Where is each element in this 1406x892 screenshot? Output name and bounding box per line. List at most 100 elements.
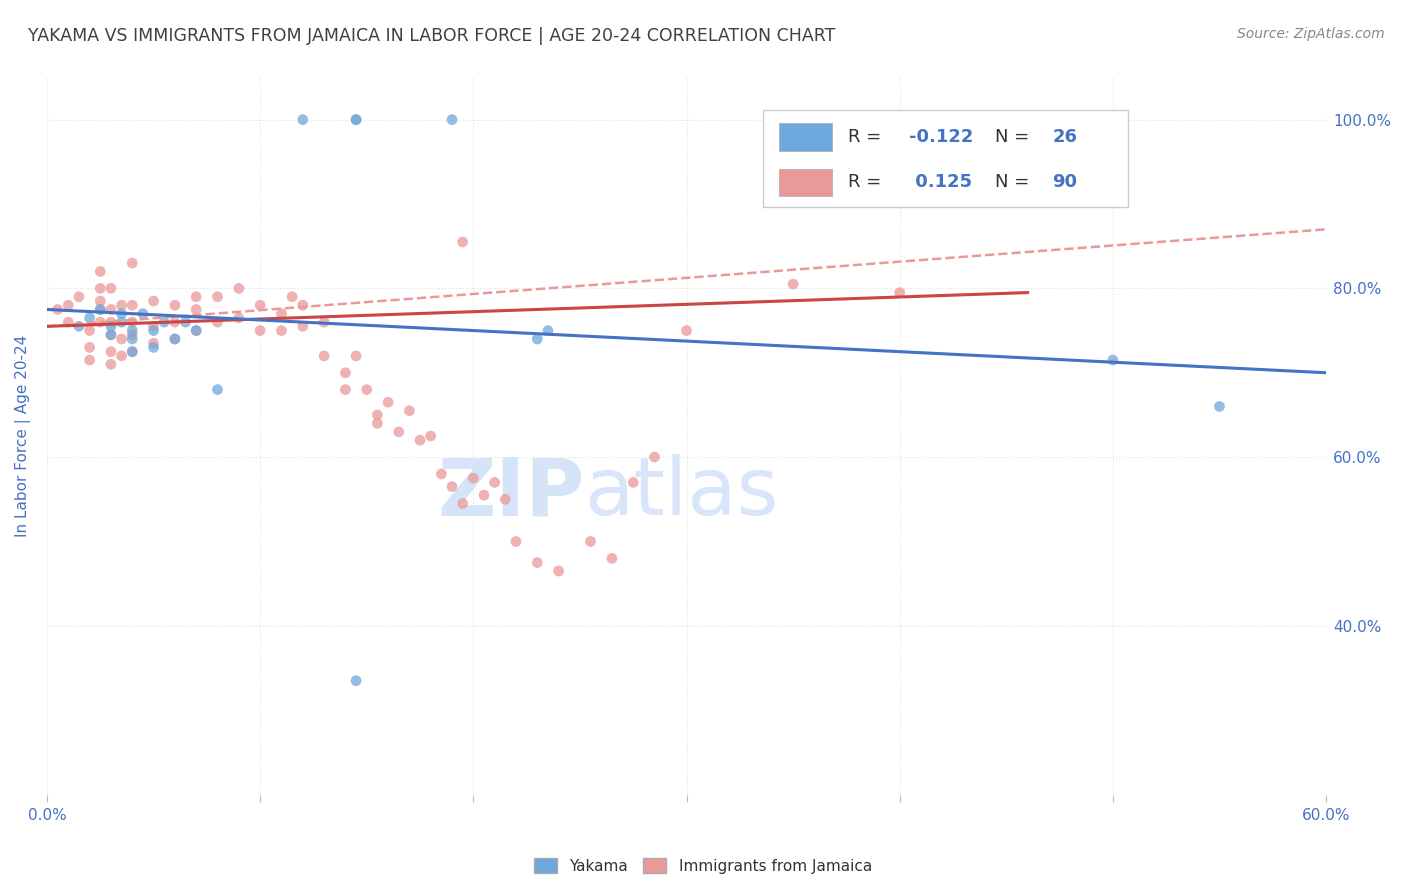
Point: [335, 383, 357, 397]
Text: N =: N =: [995, 128, 1035, 146]
Text: 26: 26: [1052, 128, 1077, 146]
Point: [58, 298, 80, 312]
Point: [249, 298, 271, 312]
Point: [46, 302, 69, 317]
Point: [79, 310, 101, 325]
Point: [186, 324, 208, 338]
Point: [314, 349, 336, 363]
Point: [121, 332, 143, 346]
Point: [440, 112, 463, 127]
Point: [186, 302, 208, 317]
Point: [110, 332, 132, 346]
Point: [526, 556, 548, 570]
Point: [526, 332, 548, 346]
Text: N =: N =: [995, 173, 1035, 191]
Point: [782, 277, 804, 292]
Point: [314, 315, 336, 329]
Point: [600, 551, 623, 566]
Point: [388, 425, 411, 439]
Point: [163, 332, 186, 346]
Point: [270, 307, 292, 321]
Point: [100, 302, 122, 317]
Point: [110, 315, 132, 329]
Point: [163, 315, 186, 329]
Text: -0.122: -0.122: [910, 128, 973, 146]
Point: [484, 475, 506, 490]
Point: [228, 310, 250, 325]
Point: [366, 408, 388, 422]
Point: [621, 475, 644, 490]
Point: [291, 298, 314, 312]
Point: [249, 324, 271, 338]
Point: [207, 315, 229, 329]
Point: [644, 450, 666, 464]
Point: [132, 307, 155, 321]
Point: [110, 349, 132, 363]
Point: [121, 327, 143, 342]
Point: [344, 349, 367, 363]
Point: [186, 324, 208, 338]
Point: [505, 534, 527, 549]
Point: [153, 315, 176, 329]
Point: [270, 324, 292, 338]
Y-axis label: In Labor Force | Age 20-24: In Labor Force | Age 20-24: [15, 334, 31, 537]
Text: 90: 90: [1052, 173, 1077, 191]
Point: [494, 492, 516, 507]
Point: [142, 340, 165, 354]
Text: 0.125: 0.125: [910, 173, 972, 191]
Point: [100, 319, 122, 334]
Point: [142, 324, 165, 338]
Point: [398, 403, 420, 417]
Point: [228, 281, 250, 295]
Point: [110, 298, 132, 312]
Point: [174, 315, 197, 329]
Point: [79, 340, 101, 354]
Point: [1102, 353, 1125, 368]
Point: [100, 315, 122, 329]
Point: [186, 290, 208, 304]
Point: [89, 264, 111, 278]
Point: [889, 285, 911, 300]
Point: [79, 324, 101, 338]
Point: [110, 307, 132, 321]
Point: [89, 281, 111, 295]
Point: [121, 344, 143, 359]
Point: [440, 480, 463, 494]
Point: [58, 315, 80, 329]
Point: [537, 324, 560, 338]
Text: YAKAMA VS IMMIGRANTS FROM JAMAICA IN LABOR FORCE | AGE 20-24 CORRELATION CHART: YAKAMA VS IMMIGRANTS FROM JAMAICA IN LAB…: [28, 27, 835, 45]
Point: [79, 353, 101, 368]
Point: [451, 235, 474, 249]
Point: [89, 315, 111, 329]
Legend: Yakama, Immigrants from Jamaica: Yakama, Immigrants from Jamaica: [529, 852, 877, 880]
Point: [366, 417, 388, 431]
Point: [121, 324, 143, 338]
Point: [409, 434, 432, 448]
Point: [100, 281, 122, 295]
Point: [100, 344, 122, 359]
Point: [344, 112, 367, 127]
Point: [377, 395, 399, 409]
Text: R =: R =: [848, 173, 887, 191]
Point: [100, 327, 122, 342]
Text: R =: R =: [848, 128, 887, 146]
Point: [89, 302, 111, 317]
Point: [67, 290, 90, 304]
Point: [121, 344, 143, 359]
Point: [1208, 400, 1230, 414]
Point: [163, 332, 186, 346]
Point: [142, 336, 165, 351]
Text: atlas: atlas: [583, 454, 779, 533]
Point: [121, 298, 143, 312]
Point: [472, 488, 495, 502]
Point: [430, 467, 453, 481]
Point: [451, 496, 474, 510]
Point: [356, 383, 378, 397]
Point: [547, 564, 569, 578]
Point: [207, 383, 229, 397]
Point: [291, 319, 314, 334]
Point: [291, 112, 314, 127]
Point: [100, 357, 122, 371]
Point: [89, 293, 111, 308]
Point: [100, 327, 122, 342]
